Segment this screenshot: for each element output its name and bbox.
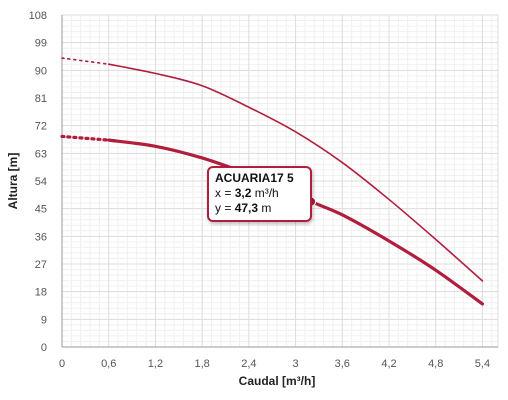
tooltip-y-unit: m: [261, 201, 272, 215]
tick-labels: 0 0,6 1,2 1,8 2,4 3 3,6 4,2 4,8 5,4 0 9 18 27 36 45 54 63…: [29, 10, 490, 370]
y-tick-label: 108: [29, 10, 47, 22]
pump-curve-1-extrapolated: [61, 57, 110, 65]
axes: [61, 15, 498, 348]
x-tick-label: 5,4: [475, 358, 490, 370]
y-axis-title: Altura [m]: [6, 153, 20, 210]
x-tick-label: 4,8: [428, 358, 443, 370]
y-tick-label: 27: [35, 259, 47, 271]
x-tick-label: 2,4: [241, 358, 256, 370]
x-tick-label: 3: [293, 358, 299, 370]
y-tick-label: 18: [35, 287, 47, 299]
y-tick-label: 90: [35, 65, 47, 77]
y-tick-label: 54: [35, 176, 47, 188]
pump-curve-1[interactable]: [107, 63, 484, 282]
tooltip-x-label: x =: [215, 186, 232, 200]
tooltip-y-value: 47,3: [234, 201, 259, 215]
x-tick-label: 3,6: [335, 358, 350, 370]
x-tick-label: 4,2: [381, 358, 396, 370]
y-tick-label: 45: [35, 204, 47, 216]
x-axis-title: Caudal [m³/h]: [239, 374, 316, 388]
y-tick-label: 81: [35, 93, 47, 105]
x-tick-label: 1,8: [194, 358, 209, 370]
tooltip-x-value: 3,2: [234, 186, 252, 200]
pump-curve-2-extrapolated: [60, 134, 111, 142]
y-tick-label: 72: [35, 121, 47, 133]
y-tick-label: 0: [41, 342, 47, 354]
y-tick-label: 63: [35, 148, 47, 160]
tooltip-x-row: x = 3,2 m³/h: [215, 186, 304, 201]
tooltip-y-label: y =: [215, 201, 232, 215]
y-tick-label: 9: [41, 314, 47, 326]
tooltip-series-name: ACUARIA17 5: [215, 171, 294, 185]
x-tick-label: 0: [59, 358, 65, 370]
tooltip-x-unit: m³/h: [254, 186, 279, 200]
x-tick-label: 0,6: [101, 358, 116, 370]
y-tick-label: 99: [35, 38, 47, 50]
x-tick-label: 1,2: [148, 358, 163, 370]
y-tick-label: 36: [35, 231, 47, 243]
data-point-tooltip: ACUARIA17 5 x = 3,2 m³/h y = 47,3 m: [207, 166, 312, 222]
tooltip-y-row: y = 47,3 m: [215, 201, 304, 216]
